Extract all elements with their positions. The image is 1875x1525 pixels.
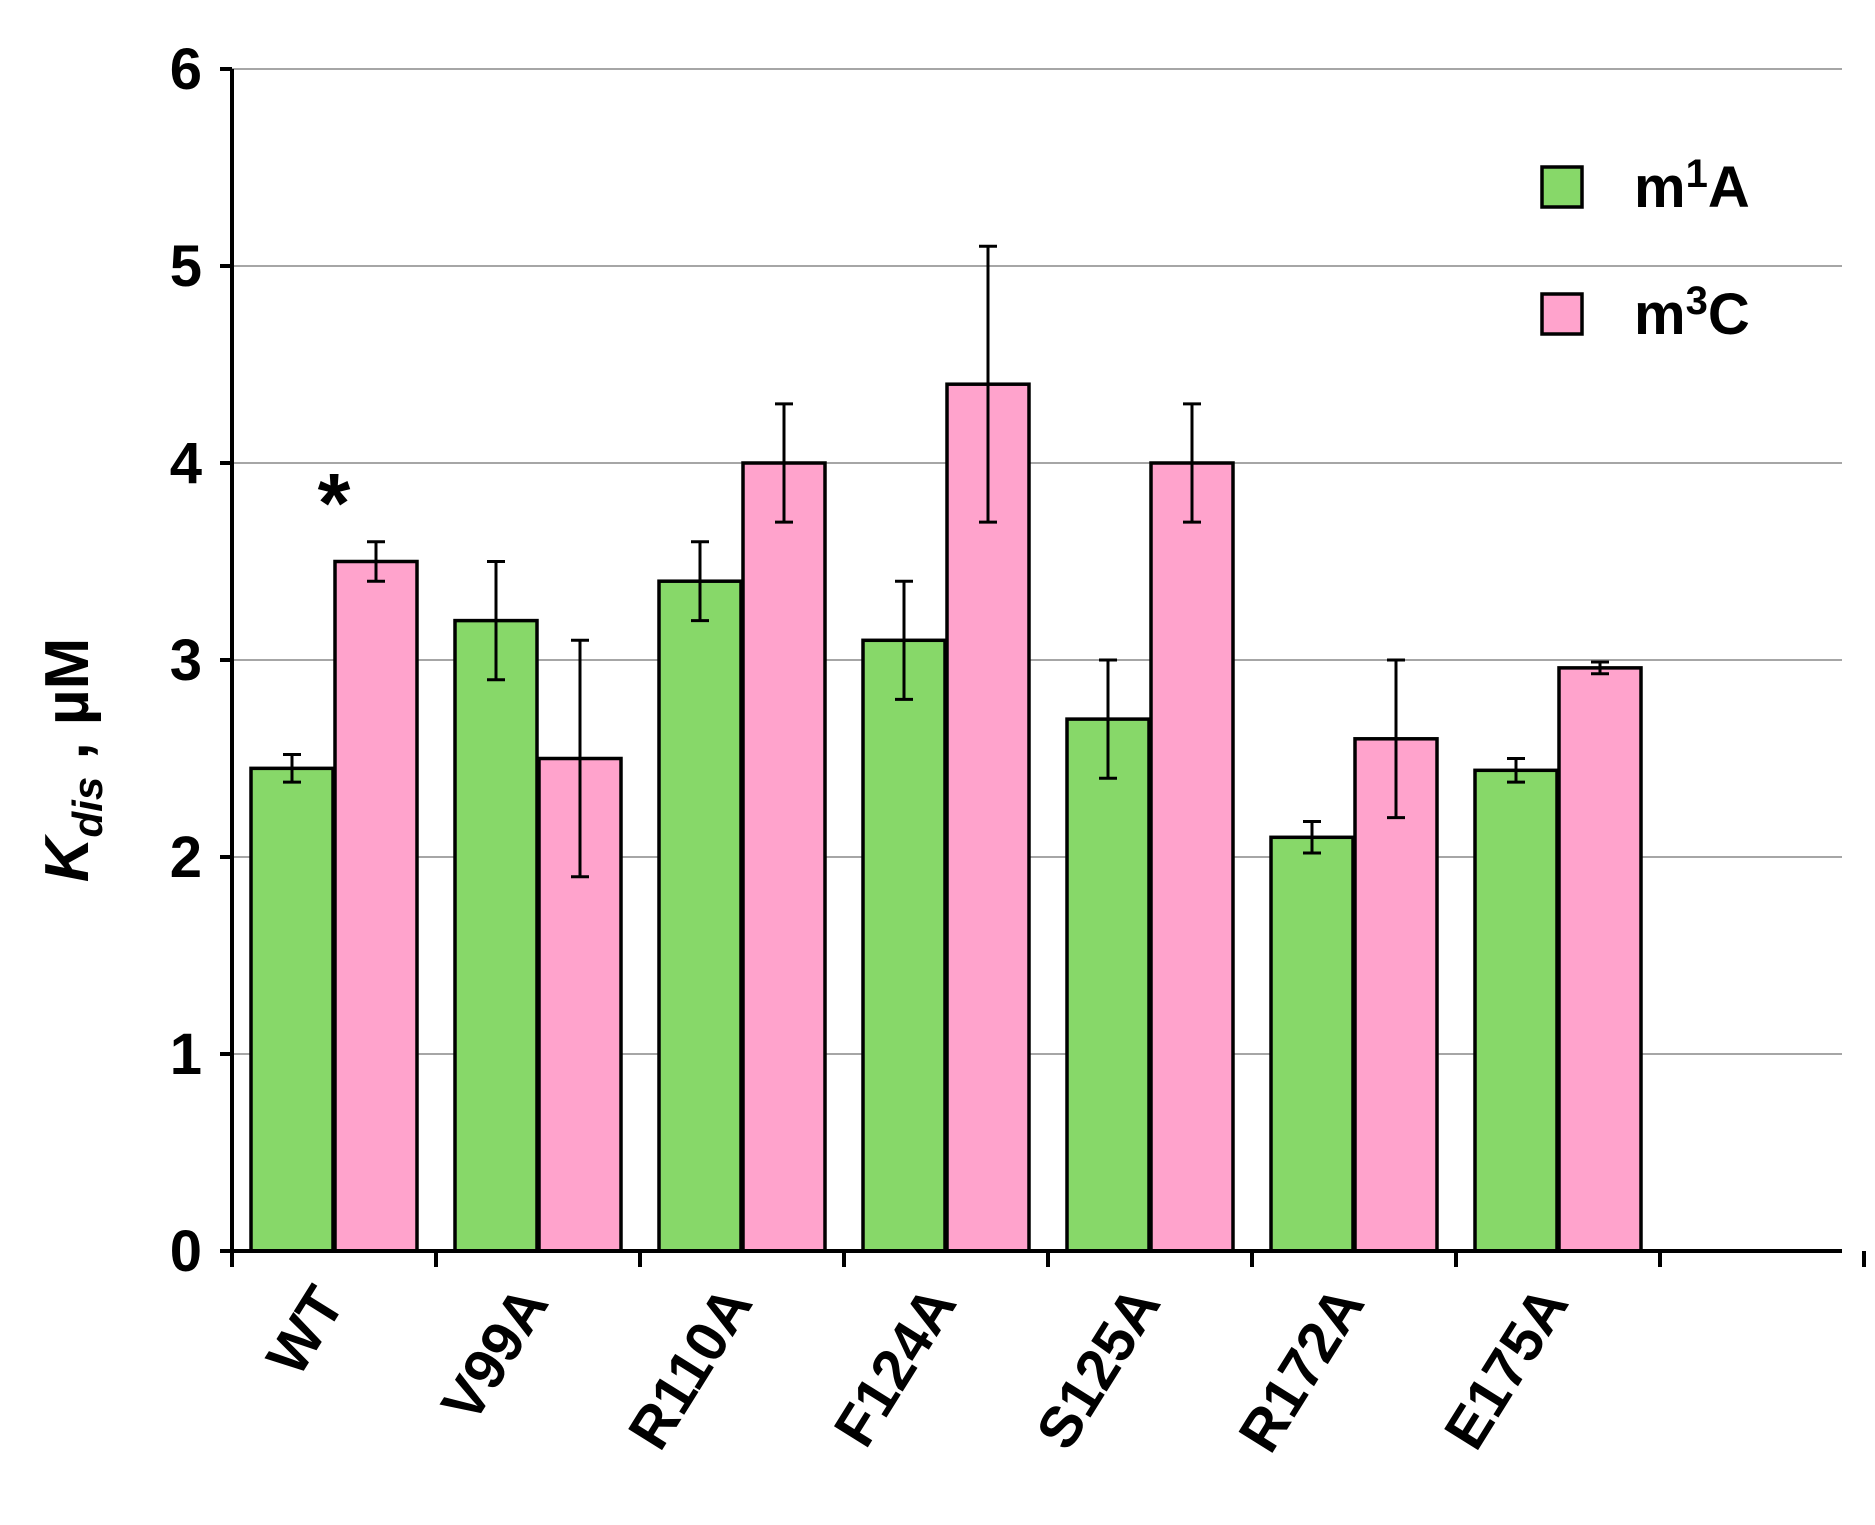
error-bars [283,244,1609,879]
axes [220,67,1866,1267]
y-tick-labels: 0 1 2 3 4 5 6 [170,37,202,1284]
x-tick-label-F124A: F124A [822,1275,969,1457]
bar-m1A-R172A [1269,835,1355,1253]
x-tick-label-V99A: V99A [429,1275,561,1432]
bar-m3C-E175A [1557,666,1643,1253]
legend-label-m1A: m1A [1634,152,1750,220]
legend-swatch-m3C [1540,292,1584,336]
x-tick-label-R172A: R172A [1226,1275,1377,1463]
bar-m3C-F124A [945,382,1031,1253]
x-tick-label-R110A: R110A [616,1275,765,1460]
x-tick-label-WT: WT [254,1275,357,1386]
bar-m1A-E175A [1473,768,1559,1253]
bar-m3C-R110A [741,461,827,1253]
bar-m1A-F124A [861,638,947,1253]
bar-m1A-R110A [657,579,743,1253]
bar-m3C-R172A [1353,737,1439,1253]
bar-m1A-S125A [1065,717,1151,1253]
x-tick-labels: WT V99A R110A F124A S125A R172A E175A [254,1275,1581,1463]
legend: m1A m3C [1540,152,1750,347]
y-axis-label-subscript: dis [64,777,111,838]
bar-m1A-V99A [453,618,539,1253]
legend-label-m3C: m3C [1634,279,1750,347]
bar-m1A-WT [249,766,335,1253]
x-tick-label-S125A: S125A [1024,1275,1173,1460]
y-axis-label-symbol: K [33,833,102,882]
significance-asterisk: * [318,456,351,550]
y-tick-label: 5 [170,234,202,299]
y-tick-label: 1 [170,1022,202,1087]
y-axis-label-unit: , µM [33,638,102,777]
annotations: * [318,456,351,550]
y-axis-label: Kdis , µM [33,638,111,883]
y-tick-label: 3 [170,628,202,693]
x-tick-label-E175A: E175A [1432,1275,1581,1460]
bar-m3C-S125A [1149,461,1235,1253]
y-tick-label: 4 [170,431,202,496]
bar-m3C-WT [333,559,419,1253]
y-tick-label: 6 [170,37,202,102]
bars [249,382,1643,1253]
y-tick-label: 0 [170,1219,202,1284]
legend-swatch-m1A [1540,165,1584,209]
y-tick-label: 2 [170,825,202,890]
